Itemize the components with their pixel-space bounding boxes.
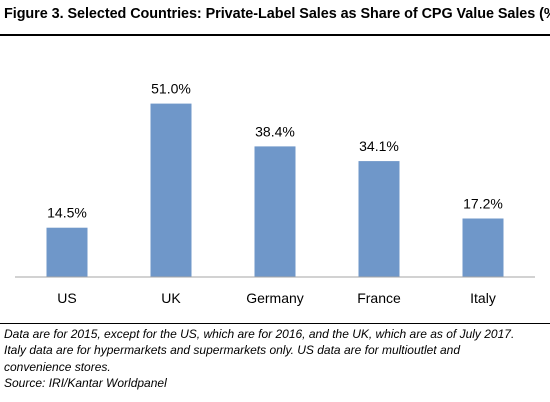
x-tick-label-germany: Germany bbox=[246, 290, 304, 306]
data-label-italy: 17.2% bbox=[463, 196, 503, 212]
footnote-line-3: convenience stores. bbox=[4, 359, 111, 374]
bar-france bbox=[358, 161, 400, 277]
bars-group bbox=[46, 103, 504, 277]
top-divider bbox=[0, 34, 550, 36]
data-label-germany: 38.4% bbox=[255, 123, 295, 139]
x-tick-label-us: US bbox=[57, 290, 76, 306]
bar-chart: 14.5% US 51.0% UK 38.4% Germany 34.1% France 17.… bbox=[15, 81, 535, 306]
bar-italy bbox=[462, 218, 504, 277]
data-label-uk: 51.0% bbox=[151, 81, 191, 97]
labels-group: 14.5% US 51.0% UK 38.4% Germany 34.1% France 17.… bbox=[47, 81, 503, 306]
x-tick-label-france: France bbox=[357, 290, 401, 306]
footnote-line-1: Data are for 2015, except for the US, wh… bbox=[4, 327, 515, 341]
footnote-line-2: Italy data are for hypermarkets and supe… bbox=[4, 343, 460, 358]
x-tick-label-italy: Italy bbox=[470, 290, 496, 306]
footnotes: Data are for 2015, except for the US, wh… bbox=[4, 326, 548, 391]
x-tick-label-uk: UK bbox=[161, 290, 181, 306]
source-note: Source: IRI/Kantar Worldpanel bbox=[4, 375, 167, 390]
bar-uk bbox=[150, 103, 192, 277]
chart-title: Figure 3. Selected Countries: Private-La… bbox=[4, 6, 550, 22]
data-label-france: 34.1% bbox=[359, 138, 399, 154]
bar-us bbox=[46, 227, 88, 277]
bottom-divider bbox=[0, 323, 550, 324]
data-label-us: 14.5% bbox=[47, 205, 87, 221]
bar-germany bbox=[254, 146, 296, 277]
